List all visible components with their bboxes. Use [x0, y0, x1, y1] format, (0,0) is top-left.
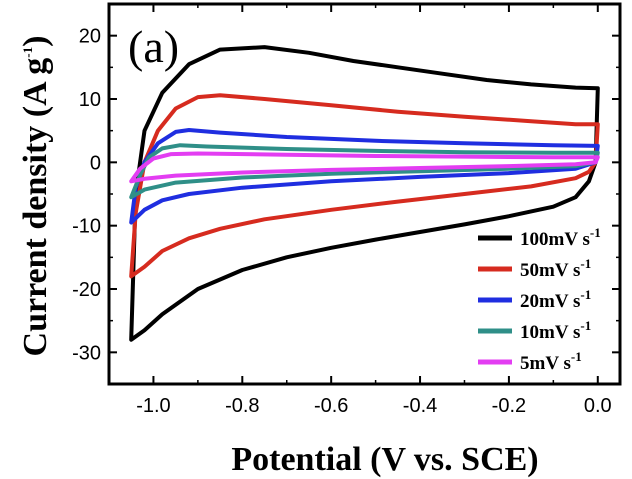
y-tick-label: 0 — [90, 152, 101, 174]
legend-label-sup: -1 — [580, 318, 591, 333]
legend-label: 100mV s-1 — [520, 225, 601, 250]
x-tick-label: -0.8 — [225, 395, 259, 417]
legend-label-sup: -1 — [571, 349, 582, 364]
x-tick-label: -0.6 — [314, 395, 348, 417]
cv-curve-4 — [129, 143, 600, 200]
y-tick-label: 20 — [79, 26, 101, 48]
x-tick-label: 0.0 — [584, 395, 612, 417]
y-axis-title-main: Current density (A g — [17, 58, 54, 357]
legend-label-sup: -1 — [580, 256, 591, 271]
x-tick-label: -0.2 — [492, 395, 526, 417]
legend-label: 10mV s-1 — [520, 318, 591, 343]
legend: 100mV s-1 50mV s-1 20mV s-1 10mV s-1 5mV s-1 — [478, 225, 601, 374]
cv-curve-5 — [129, 151, 600, 184]
y-tick-label: -10 — [72, 216, 101, 238]
y-axis-title-end: ) — [17, 36, 54, 47]
x-tick-label: -0.4 — [403, 395, 437, 417]
legend-label: 20mV s-1 — [520, 287, 591, 312]
x-axis-title: Potential (V vs. SCE) — [231, 441, 538, 478]
legend-label: 5mV s-1 — [520, 349, 582, 374]
legend-label-sup: -1 — [580, 287, 591, 302]
cv-curve-2 — [129, 93, 600, 279]
y-axis-title-sup: -1 — [20, 47, 35, 58]
legend-label: 50mV s-1 — [520, 256, 591, 281]
panel-label: (a) — [128, 21, 179, 72]
y-tick-label: -30 — [72, 342, 101, 364]
legend-label-sup: -1 — [590, 225, 601, 240]
series-group — [129, 45, 600, 342]
x-tick-label: -1.0 — [136, 395, 170, 417]
y-axis-title: Current density (A g-1) — [17, 36, 54, 357]
ticks: -1.0 -0.8 -0.6 -0.4 -0.2 0.0 -30 -20 -10 0 10 20 — [72, 4, 620, 417]
cv-curve-3 — [129, 128, 600, 225]
y-tick-label: 10 — [79, 89, 101, 111]
y-tick-label: -20 — [72, 279, 101, 301]
